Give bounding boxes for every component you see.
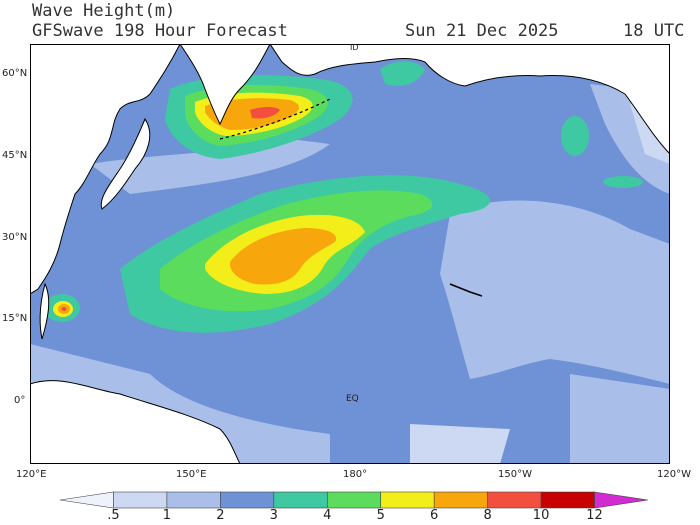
colorbar-label: .5 bbox=[107, 508, 120, 523]
colorbar-label: 6 bbox=[430, 508, 439, 523]
land-asia bbox=[30, 44, 181, 295]
colorbar-swatch bbox=[166, 491, 221, 509]
colorbar-swatch bbox=[540, 491, 595, 509]
colorbar-swatch bbox=[220, 491, 275, 509]
latitude-label-45n: 45°N bbox=[2, 150, 28, 161]
colorbar-label: 8 bbox=[483, 508, 492, 523]
colorbar-swatch bbox=[326, 491, 382, 509]
land-indonesia-png bbox=[30, 380, 241, 464]
colorbar-label: 3 bbox=[269, 508, 278, 523]
map-title: Wave Height(m) bbox=[32, 1, 176, 21]
latitude-label-15n: 15°N bbox=[2, 313, 28, 324]
land-japan bbox=[100, 117, 151, 210]
colorbar-swatch bbox=[433, 491, 488, 509]
wave-band-1-2m bbox=[570, 374, 670, 464]
wave-band-3-4m bbox=[603, 176, 643, 188]
longitude-label-120w: 120°W bbox=[657, 469, 691, 480]
land-alaska bbox=[269, 44, 670, 155]
equator-label: EQ bbox=[346, 394, 359, 404]
latitude-label-equator: 0° bbox=[14, 395, 26, 406]
land-kamchatka bbox=[179, 44, 271, 126]
latitude-label-30n: 30°N bbox=[2, 232, 28, 243]
land-hawaii bbox=[449, 283, 483, 297]
longitude-label-180: 180° bbox=[343, 469, 368, 480]
colorbar-label: 1 bbox=[162, 508, 172, 523]
wave-band-3-4m bbox=[561, 116, 589, 156]
wave-band-8-10m bbox=[61, 307, 67, 311]
colorbar-label: 12 bbox=[586, 508, 603, 523]
colorbar-swatch bbox=[594, 491, 649, 509]
colorbar-label: 5 bbox=[376, 508, 385, 523]
dateline-label: ID bbox=[350, 43, 359, 52]
wave-band-8-10m bbox=[250, 107, 280, 119]
wave-band-6-8m bbox=[230, 228, 337, 285]
land-aleutians bbox=[219, 98, 331, 140]
colorbar-label: 4 bbox=[323, 508, 332, 523]
colorbar-label: 2 bbox=[216, 508, 225, 523]
colorbar-swatch bbox=[113, 491, 168, 509]
colorbar-swatch bbox=[487, 491, 542, 509]
forecast-time: 18 UTC bbox=[623, 21, 685, 41]
forecast-subtitle: GFSwave 198 Hour Forecast bbox=[32, 21, 288, 41]
wave-band-3-4m bbox=[380, 61, 425, 86]
wave-band-1-2m bbox=[440, 200, 670, 384]
longitude-label-150w: 150°W bbox=[498, 469, 532, 480]
latitude-label-60n: 60°N bbox=[2, 68, 28, 79]
colorbar-label: 10 bbox=[532, 508, 550, 523]
longitude-label-150e: 150°E bbox=[176, 469, 207, 480]
colorbar-swatch bbox=[273, 491, 328, 509]
colorbar-swatch bbox=[380, 491, 435, 509]
map-frame bbox=[30, 44, 670, 464]
land-philippines bbox=[39, 282, 50, 340]
wave-band-05-1m bbox=[410, 424, 510, 464]
wave-band-1-2m bbox=[90, 139, 330, 194]
forecast-date: Sun 21 Dec 2025 bbox=[405, 21, 559, 41]
colorbar-swatch bbox=[59, 491, 114, 509]
colorbar bbox=[59, 491, 649, 509]
longitude-label-120e: 120°E bbox=[16, 469, 47, 480]
wave-height-map bbox=[30, 44, 670, 464]
